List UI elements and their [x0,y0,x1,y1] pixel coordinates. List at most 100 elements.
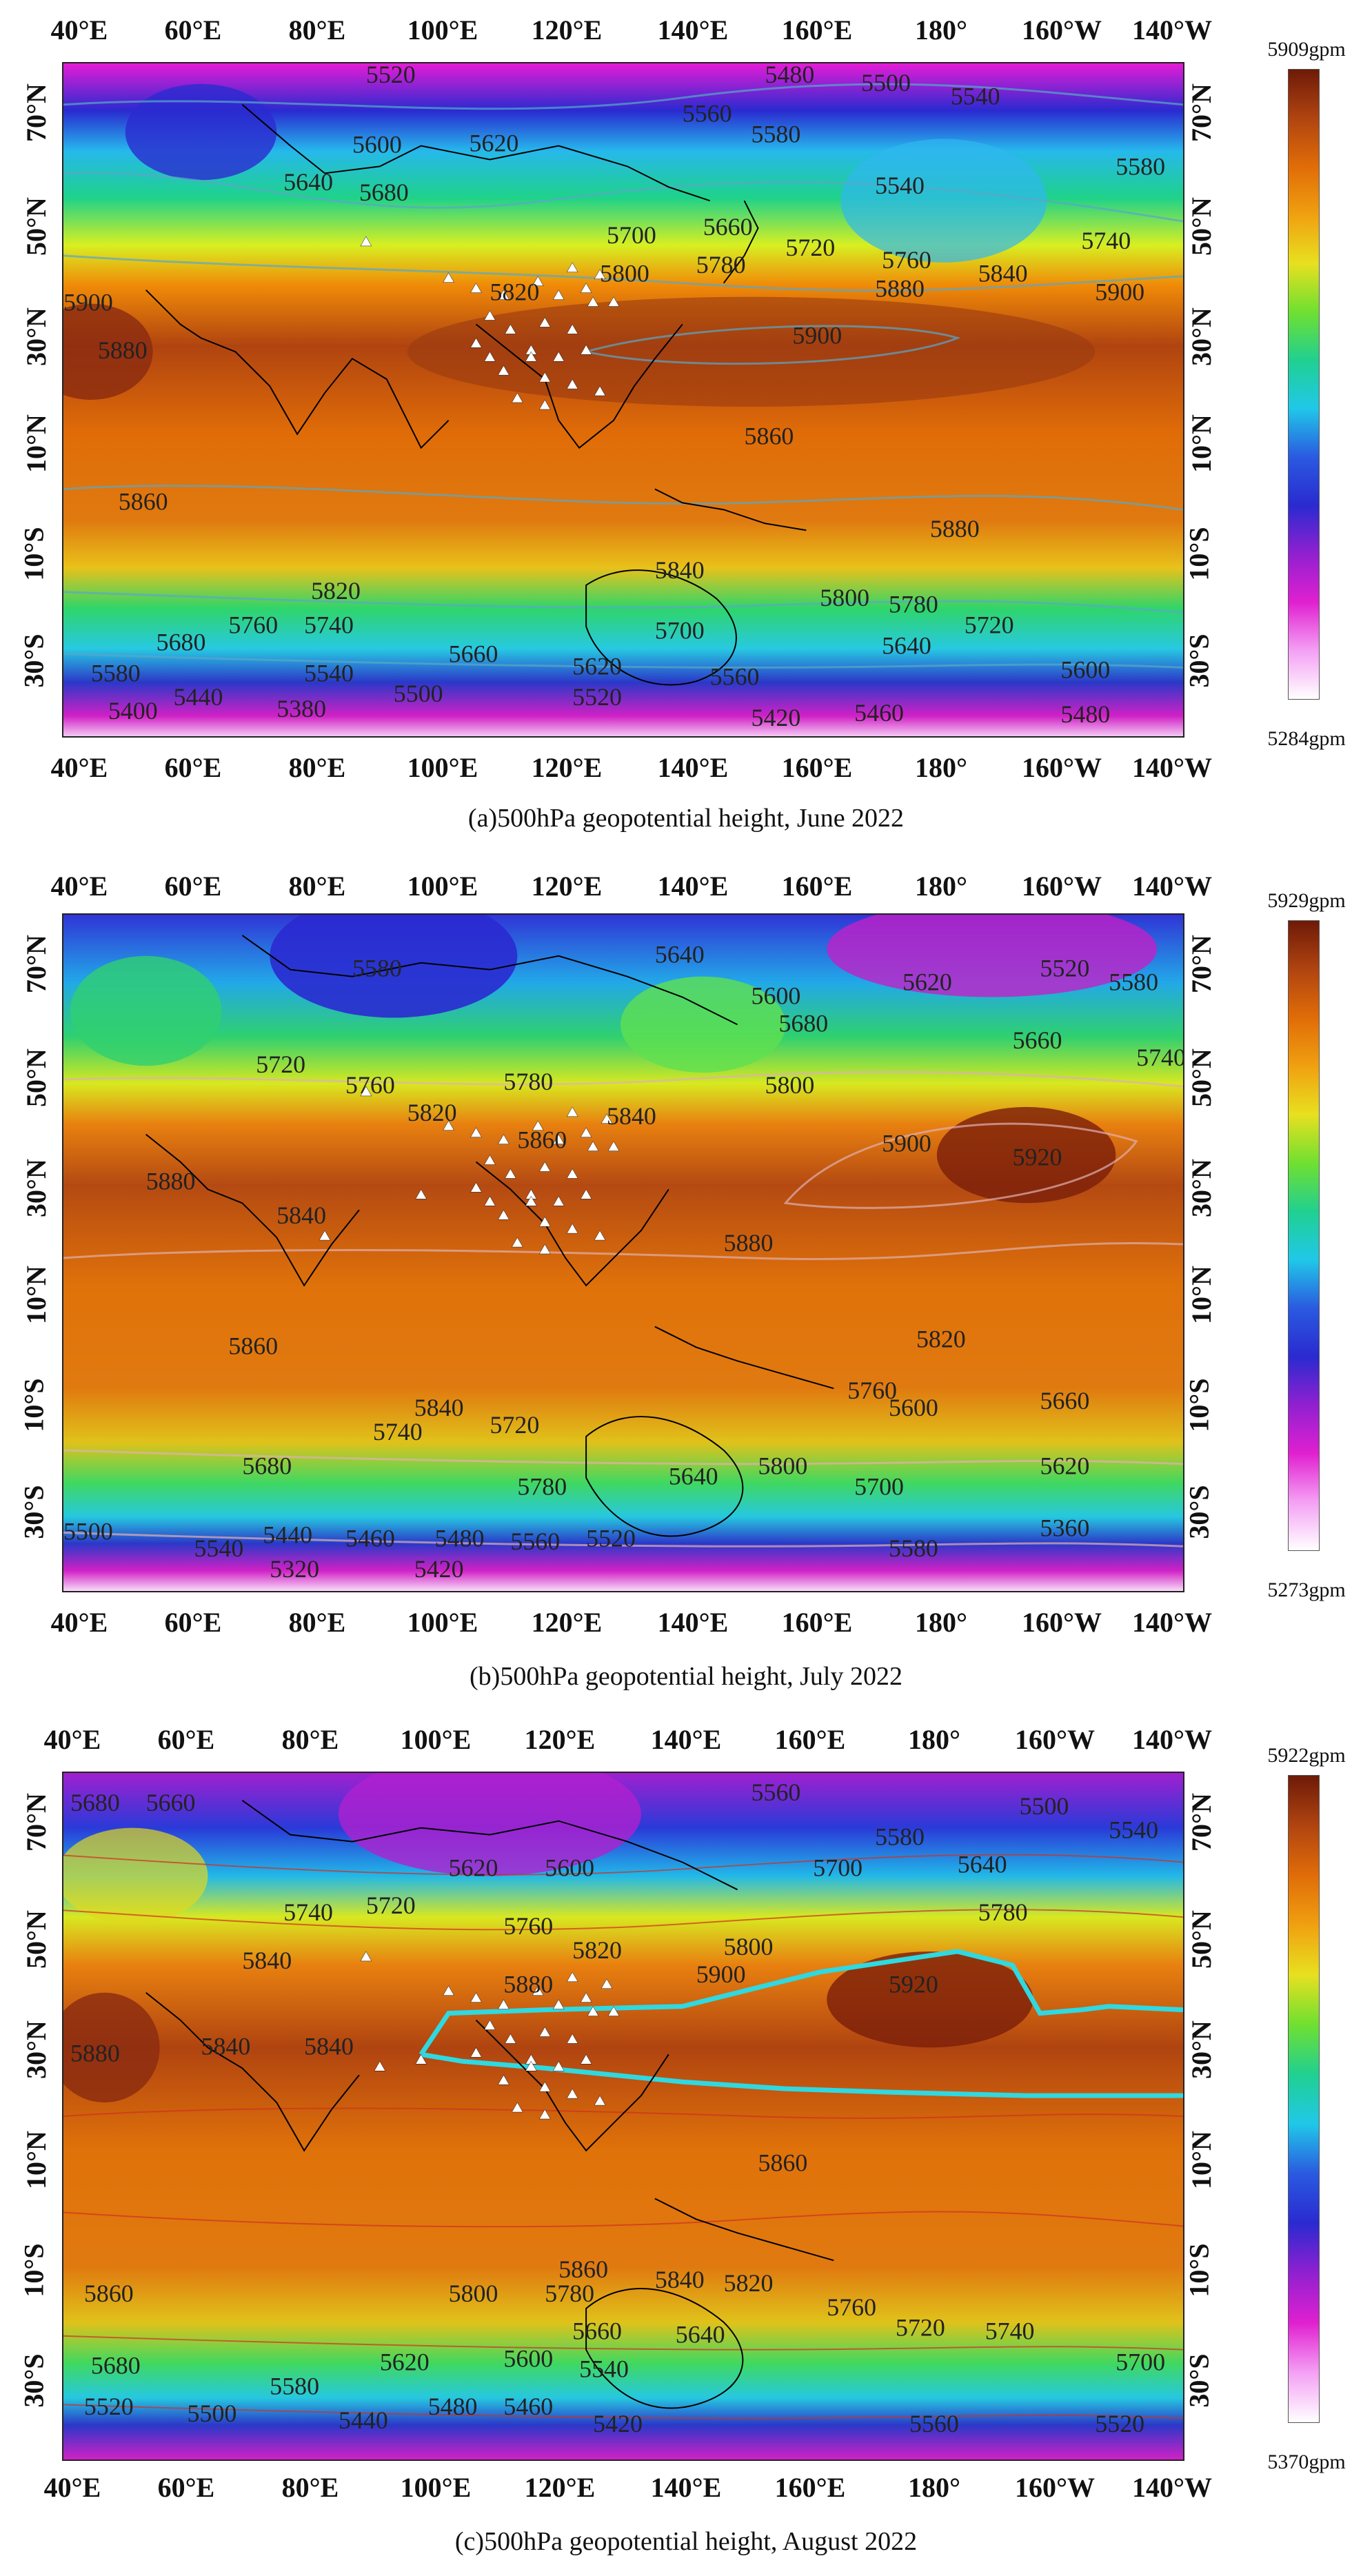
coastlines [145,935,834,1537]
contour-label: 5640 [882,632,931,660]
lat-tick: 10°N [1185,1266,1217,1324]
contour-label: 5840 [655,2266,705,2293]
lat-tick: 50°N [1185,1910,1217,1969]
contour-label: 5840 [242,1947,292,1974]
contour-label: 5600 [503,2345,553,2373]
contour-label: 5780 [503,1068,553,1095]
high-center [936,1106,1116,1204]
lon-tick: 140°E [650,2472,722,2503]
lon-tick: 80°E [288,14,346,45]
contour-label: 5640 [655,941,705,968]
contour-label: 5760 [503,1912,553,1940]
low-center [827,915,1158,997]
contour-label: 5780 [978,1898,1028,1926]
contour-label: 5820 [916,1325,966,1352]
panel-caption: (c)500hPa geopotential height, August 20… [454,2527,918,2556]
lat-tick: 70°N [20,935,52,993]
contour-label: 5740 [283,1898,333,1926]
contour-label: 5660 [1013,1026,1062,1054]
colorbar [1288,1775,1320,2423]
lat-tick: 70°N [1185,935,1217,993]
contour-label: 5780 [696,251,746,278]
contour-label: 5740 [985,2318,1035,2345]
contour-label: 5880 [70,2039,120,2067]
contour-label: 5560 [510,1528,560,1555]
lat-tick: 30°N [1185,2020,1217,2079]
contour-label: 5320 [270,1555,319,1583]
lon-tick: 160°W [1022,871,1102,902]
map-c-canvas: 5680 5660 5560 5500 5580 5540 5620 5600 … [63,1773,1183,2460]
contour-label: 5840 [607,1102,656,1130]
lon-tick: 100°E [400,2472,472,2503]
contour-label: 5680 [778,1009,828,1037]
lon-tick: 140°W [1132,752,1212,783]
lon-tick: 120°E [524,1724,596,1755]
contour-label: 5580 [889,1534,938,1562]
lat-tick: 30°S [1183,2353,1215,2408]
lat-tick: 10°S [18,527,50,581]
panel-a: 5520 5480 5500 5540 5560 5580 5600 5620 … [0,0,1372,855]
lon-tick: 100°E [407,871,478,902]
lat-tick: 30°N [20,1159,52,1217]
lon-tick: 140°W [1132,2472,1212,2503]
contour-label: 5480 [765,63,814,88]
contour-label: 5860 [84,2280,134,2307]
contour-label: 5900 [1095,278,1144,306]
lon-tick: 120°E [531,14,603,45]
lon-tick: 40°E [50,752,108,783]
contour-label: 5860 [558,2255,608,2283]
colorbar-min-label: 5370gpm [1267,2451,1346,2473]
lon-tick: 120°E [531,1607,603,1638]
contour-label: 5540 [194,1534,244,1562]
contour-label: 5560 [710,662,760,690]
contour-label: 5540 [579,2355,629,2383]
contour-label: 5580 [91,659,141,687]
lon-tick: 40°E [43,1724,101,1755]
contour-label: 5880 [98,336,148,364]
contour-label: 5600 [1060,656,1110,683]
lon-tick: 60°E [164,1607,222,1638]
contour-label: 5680 [242,1452,292,1480]
contour-label: 5580 [270,2372,319,2400]
contour-label: 5560 [751,1778,801,1806]
lon-tick: 40°E [43,2472,101,2503]
lon-tick: 60°E [164,871,222,902]
contour-label: 5920 [889,1971,938,1998]
contour-label: 5820 [572,1936,622,1964]
lon-tick: 140°E [657,752,729,783]
panel-b: 5580 5640 5600 5620 5520 5580 5680 5660 … [0,855,1372,1710]
lon-tick: 160°E [781,14,853,45]
lat-tick: 10°S [18,1378,50,1432]
contour-label: 5700 [813,1854,862,1881]
contour-label: 5740 [304,611,354,639]
lon-tick: 140°E [657,871,729,902]
lon-tick: 140°E [650,1724,722,1755]
lat-tick: 70°N [1185,83,1217,142]
contour-label: 5520 [586,1524,636,1552]
lon-tick: 160°E [781,1607,853,1638]
contour-lines [63,1071,1183,1548]
contour-label: 5820 [311,577,361,605]
contour-label: 5720 [785,234,835,261]
contour-label: 5720 [965,611,1014,639]
lat-tick: 30°S [1183,633,1215,688]
map-c: 5680 5660 5560 5500 5580 5540 5620 5600 … [62,1772,1184,2461]
station-markers [360,236,620,410]
contour-label: 5460 [854,699,904,727]
contour-label: 5640 [958,1850,1007,1878]
contour-label: 5680 [359,179,409,206]
lon-tick: 60°E [157,2472,215,2503]
contour-label: 5660 [1040,1387,1090,1414]
contour-label: 5540 [875,172,925,199]
contour-label: 5840 [414,1394,464,1421]
contour-label: 5720 [896,2314,945,2342]
lon-tick: 160°E [781,752,853,783]
contour-label: 5760 [882,246,931,274]
contour-label: 5600 [545,1854,594,1881]
contour-label: 5880 [875,275,925,303]
contour-label: 5880 [930,515,980,542]
contour-label: 5620 [470,130,519,157]
contour-label: 5360 [1040,1514,1090,1541]
contour-label: 5720 [490,1411,539,1439]
coastlines [145,1800,834,2409]
